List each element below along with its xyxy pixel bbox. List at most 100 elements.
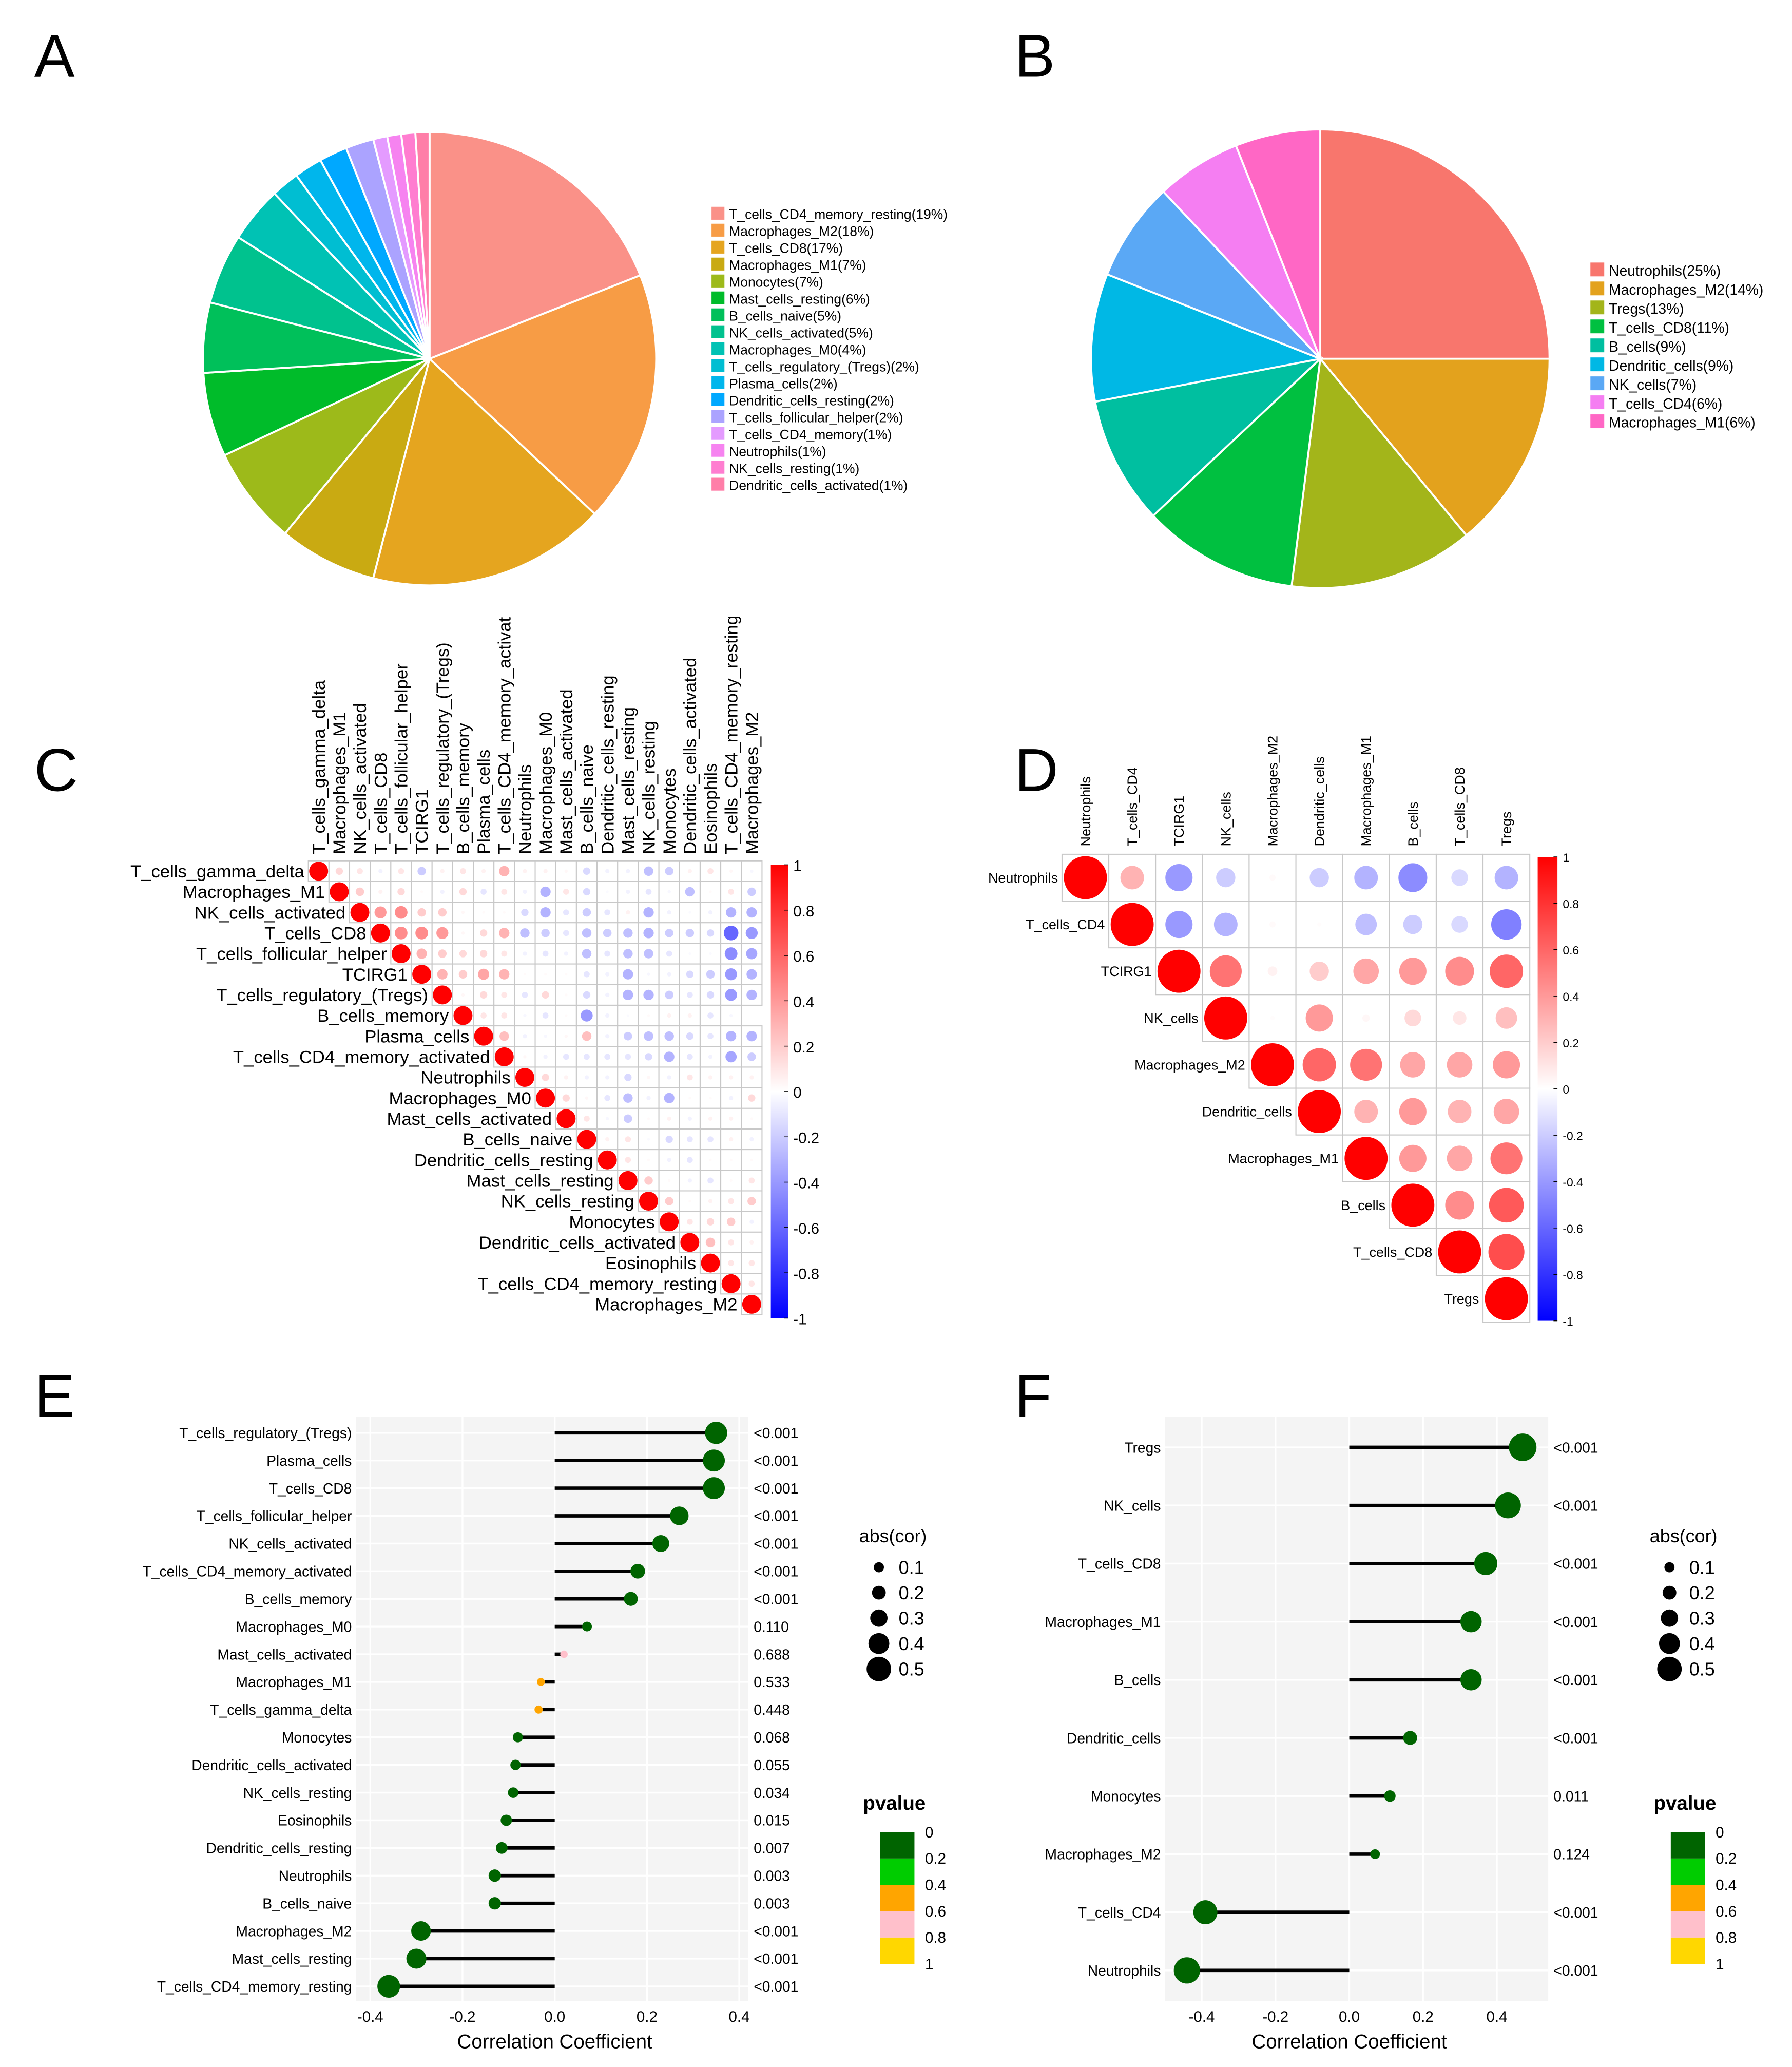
correlation-dot — [687, 1178, 692, 1183]
correlation-dot — [728, 1198, 735, 1204]
correlation-dot — [1400, 1052, 1426, 1078]
colorbar-tick-label: -0.8 — [1563, 1269, 1583, 1282]
column-label: Macrophages_M1 — [330, 712, 350, 854]
correlation-dot — [626, 910, 630, 915]
correlation-dot — [1403, 914, 1423, 934]
correlation-dot — [1350, 1048, 1382, 1081]
pvalue-label: <0.001 — [1553, 1439, 1598, 1456]
correlation-dot — [605, 1075, 610, 1080]
correlation-dot — [626, 889, 630, 894]
correlation-dot — [584, 971, 590, 978]
pie-slice — [1090, 273, 1324, 403]
legend-swatch — [1590, 395, 1605, 410]
correlation-dot — [1399, 958, 1427, 985]
correlation-dot — [1165, 864, 1193, 891]
correlation-dot — [501, 889, 508, 895]
correlation-dot — [440, 889, 445, 894]
column-label: Dendritic_cells_activated — [681, 658, 700, 854]
column-label: Mast_cells_resting — [619, 707, 638, 854]
color-legend-swatch — [1670, 1885, 1705, 1911]
y-category-label: T_cells_CD8 — [269, 1480, 352, 1497]
correlation-dot — [437, 969, 448, 980]
correlation-dot — [746, 948, 758, 960]
lollipop-dot — [510, 1759, 521, 1770]
matrix-cell — [575, 1066, 598, 1088]
legend-swatch — [711, 461, 725, 474]
correlation-dot — [729, 1158, 733, 1161]
colorbar-tick-label: 0 — [1563, 1083, 1569, 1096]
colorbar-tick-label: -1 — [1563, 1315, 1573, 1328]
correlation-dot — [643, 928, 654, 939]
correlation-dot — [563, 930, 569, 936]
correlation-dot — [707, 868, 714, 874]
lollipop-dot — [488, 1869, 501, 1882]
correlation-dot — [501, 1012, 508, 1019]
row-label: Macrophages_M1 — [183, 883, 325, 902]
pvalue-label: <0.001 — [754, 1536, 798, 1552]
correlation-dot — [459, 888, 467, 896]
correlation-dot — [624, 1114, 632, 1123]
correlation-matrix-C: T_cells_gamma_delta Macrophages_M1 NK_cell… — [130, 617, 819, 1328]
pie-slice — [414, 131, 431, 359]
colorbar-tick-label: -0.4 — [1563, 1176, 1583, 1189]
correlation-dot — [665, 867, 673, 876]
column-label: NK_cells — [1218, 792, 1234, 846]
correlation-dot — [665, 1135, 673, 1143]
correlation-dot — [708, 1055, 713, 1059]
correlation-dot — [1447, 1052, 1473, 1078]
correlation-dot — [688, 952, 691, 955]
correlation-dot — [1490, 1142, 1523, 1175]
legend-label: Macrophages_M1(7%) — [729, 258, 866, 273]
correlation-dot — [1298, 1090, 1341, 1134]
pie-slice — [1290, 356, 1468, 589]
legend-swatch — [711, 257, 725, 271]
x-tick-label: 0.0 — [544, 2008, 565, 2025]
y-category-label: Macrophages_M1 — [236, 1674, 352, 1690]
legend-swatch — [1590, 281, 1605, 296]
correlation-dot — [499, 866, 510, 876]
correlation-dot — [355, 887, 364, 896]
correlation-dot — [705, 1237, 716, 1248]
color-legend-swatch — [880, 1911, 915, 1938]
row-label: T_cells_CD4 — [1026, 917, 1105, 932]
y-category-label: T_cells_follicular_helper — [197, 1508, 352, 1524]
pie-slice — [223, 357, 431, 535]
row-label: Dendritic_cells_activated — [479, 1233, 676, 1253]
legend-label: Monocytes(7%) — [729, 275, 823, 290]
correlation-dot — [604, 1054, 610, 1060]
legend-swatch — [1590, 414, 1605, 429]
legend-label: Macrophages_M0(4%) — [729, 342, 866, 358]
row-label: T_cells_CD8 — [1353, 1245, 1432, 1260]
lollipop-dot — [670, 1506, 689, 1525]
legend-label: T_cells_follicular_helper(2%) — [729, 410, 903, 425]
correlation-dot — [1064, 856, 1107, 899]
matrix-cell — [1342, 947, 1390, 996]
matrix-cell — [555, 1087, 577, 1109]
correlation-dot — [647, 1117, 650, 1120]
correlation-dot — [1355, 913, 1377, 935]
size-legend-title: abs(cor) — [1650, 1525, 1718, 1546]
legend-swatch — [711, 393, 725, 406]
lollipop-dot — [1509, 1433, 1537, 1461]
correlation-dot — [395, 926, 408, 940]
color-legend-tick: 0.8 — [1716, 1929, 1737, 1946]
column-label: Plasma_cells — [474, 750, 494, 854]
correlation-dot — [706, 970, 715, 979]
correlation-dot — [378, 889, 383, 894]
correlation-dot — [417, 867, 426, 876]
row-label: Mast_cells_resting — [467, 1172, 614, 1191]
correlation-dot — [479, 929, 488, 937]
column-labels: Neutrophils T_cells_CD4 TCIRG1 NK_cells Macr… — [1078, 736, 1514, 847]
correlation-dot — [667, 890, 671, 894]
correlation-dot — [623, 989, 633, 1000]
pie-slice — [372, 357, 596, 587]
correlation-dot — [680, 1233, 700, 1252]
color-legend-swatch — [1670, 1858, 1705, 1885]
y-category-label: Dendritic_cells_resting — [206, 1840, 352, 1857]
legend-swatch — [711, 477, 725, 491]
correlation-dot — [605, 869, 610, 873]
correlation-dot — [604, 909, 610, 916]
correlation-dot — [395, 906, 408, 919]
pie-slice — [1151, 356, 1322, 588]
row-label: T_cells_gamma_delta — [130, 862, 305, 882]
